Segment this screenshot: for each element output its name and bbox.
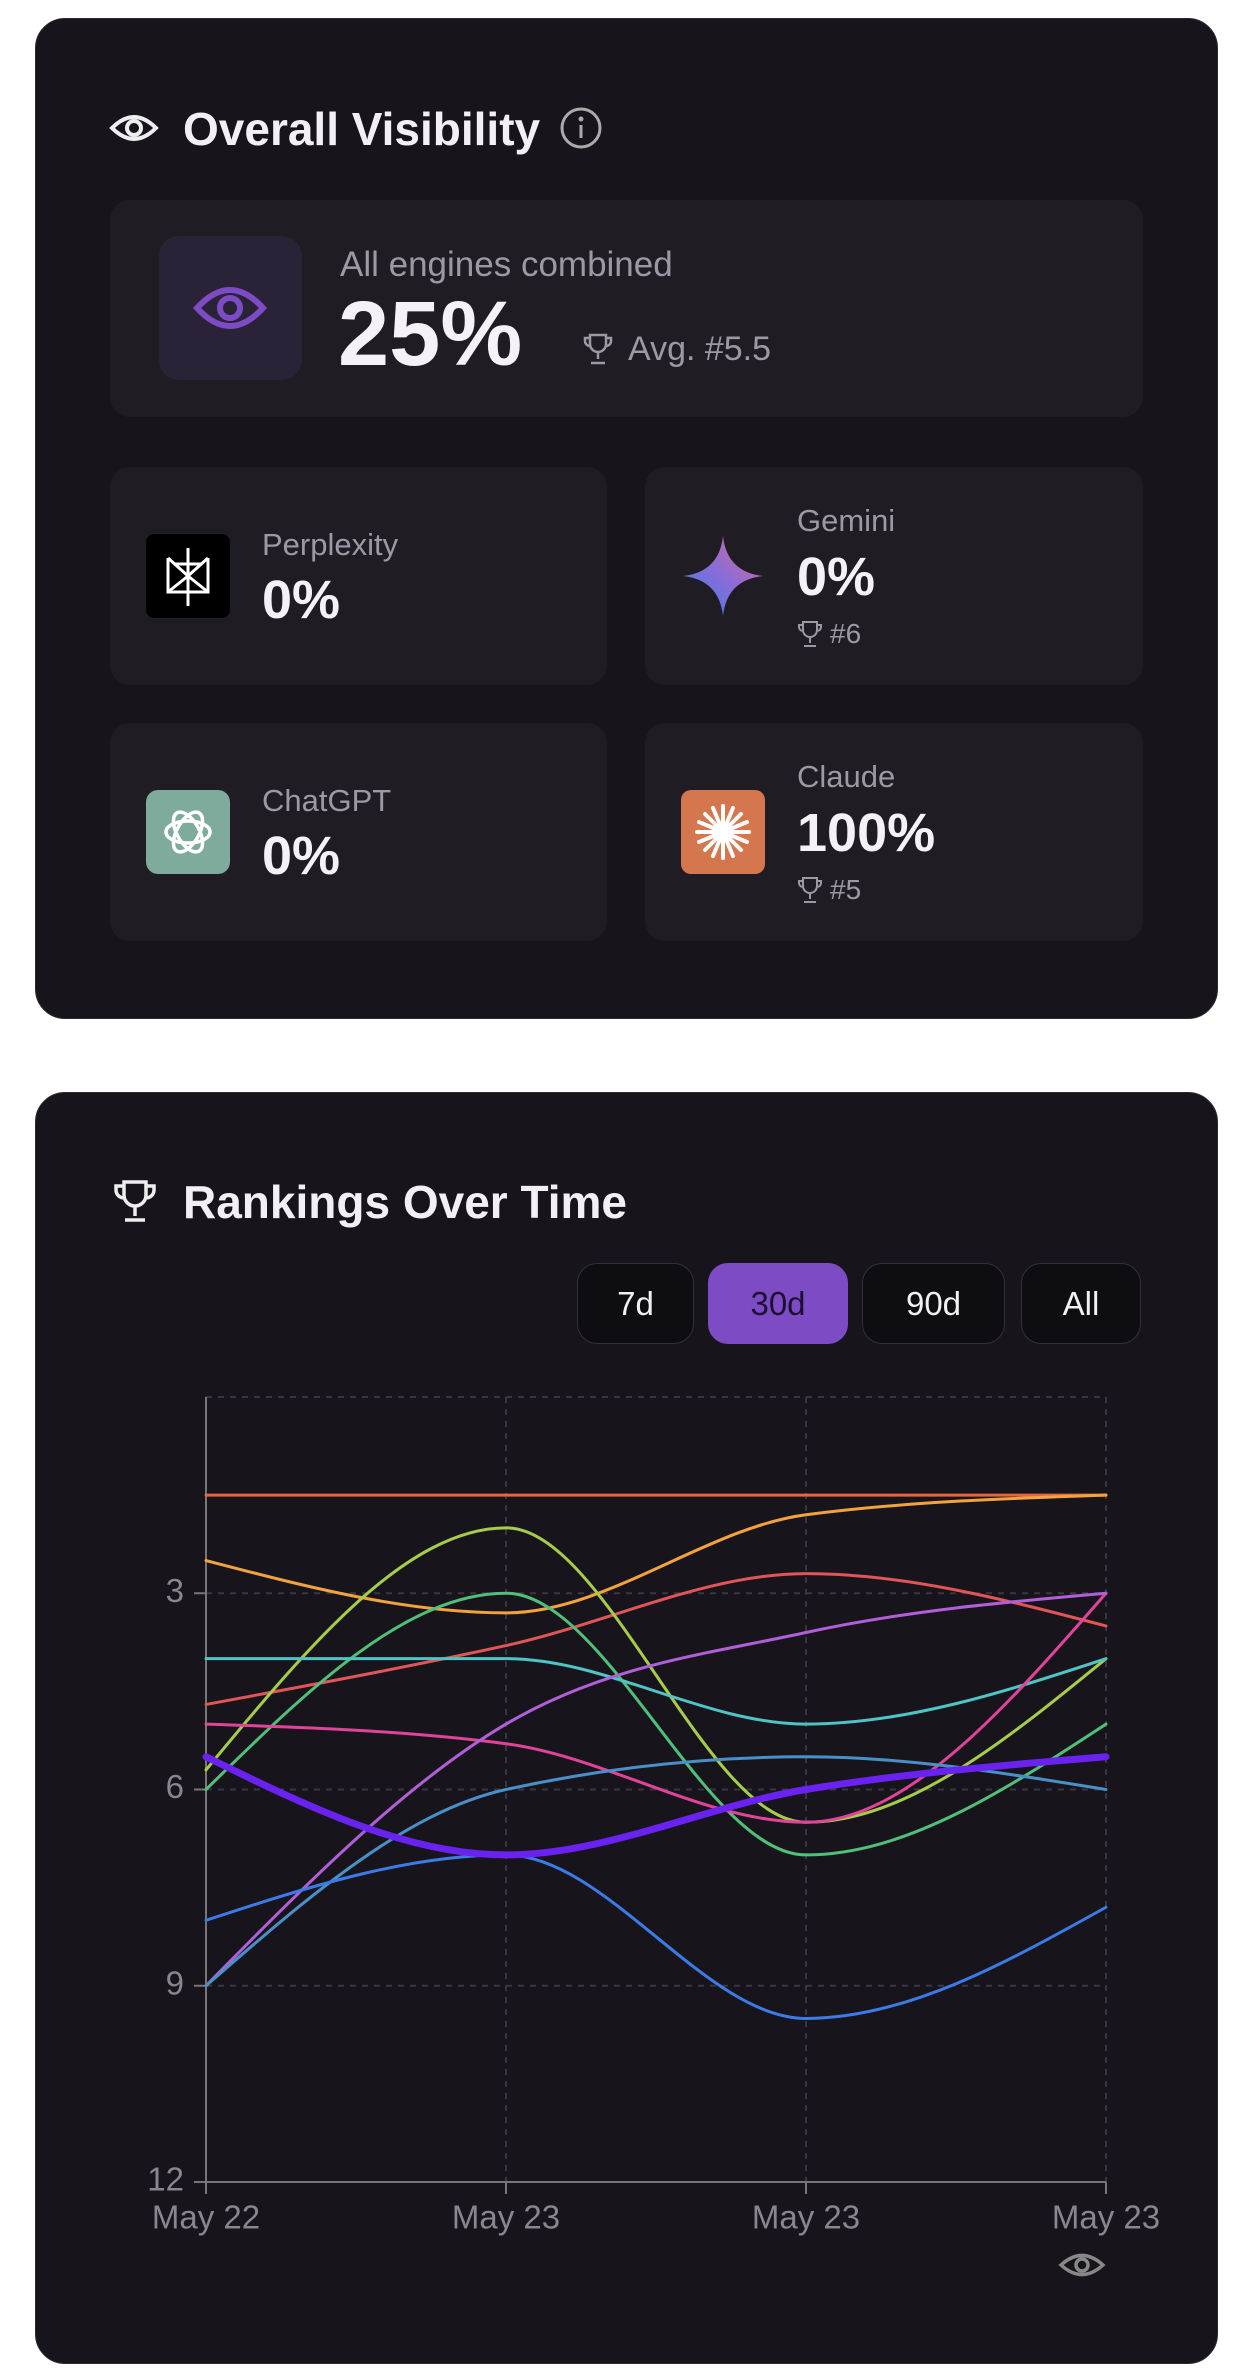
y-tick-label: 6 bbox=[166, 1768, 184, 1805]
y-tick-label: 12 bbox=[147, 2161, 184, 2198]
series-line bbox=[204, 1755, 1108, 1988]
info-icon[interactable] bbox=[559, 106, 603, 150]
x-tick-label: May 23 bbox=[452, 2199, 560, 2236]
y-tick-label: 3 bbox=[166, 1572, 184, 1609]
engine-value: 0% bbox=[262, 826, 341, 886]
engine-value: 100% bbox=[797, 803, 936, 863]
chart-title: Rankings Over Time bbox=[183, 1176, 627, 1228]
series-line bbox=[204, 1853, 1108, 2020]
y-tick-label: 9 bbox=[166, 1964, 184, 2001]
x-tick-label: May 23 bbox=[752, 2199, 860, 2236]
trophy-icon bbox=[583, 333, 613, 365]
series-line bbox=[204, 1572, 1108, 1706]
eye-icon[interactable] bbox=[1058, 2248, 1106, 2282]
engine-value: 0% bbox=[797, 547, 876, 607]
series-line bbox=[204, 1591, 1108, 1824]
engine-name: ChatGPT bbox=[262, 783, 392, 818]
perplexity-logo bbox=[146, 534, 230, 618]
range-button[interactable]: 30d bbox=[708, 1263, 848, 1344]
range-button[interactable]: 90d bbox=[862, 1263, 1005, 1344]
engine-rank: #5 bbox=[830, 874, 862, 905]
trophy-icon bbox=[114, 1180, 156, 1222]
x-tick-label: May 23 bbox=[1052, 2199, 1160, 2236]
card-title: Overall Visibility bbox=[183, 103, 541, 155]
trophy-icon bbox=[798, 877, 822, 903]
summary-value: 25% bbox=[338, 283, 523, 385]
series-line bbox=[204, 1591, 1108, 1857]
gemini-logo bbox=[683, 536, 763, 616]
range-button[interactable]: 7d bbox=[577, 1263, 694, 1344]
trophy-icon bbox=[798, 621, 822, 647]
summary-icon bbox=[159, 236, 302, 380]
series-line bbox=[204, 1493, 1108, 1615]
claude-logo bbox=[681, 790, 765, 874]
summary-label: All engines combined bbox=[340, 245, 673, 284]
engine-name: Gemini bbox=[797, 503, 896, 538]
series-line bbox=[204, 1591, 1108, 1988]
series-line bbox=[204, 1657, 1108, 1726]
engine-name: Perplexity bbox=[262, 527, 399, 562]
engine-rank: #6 bbox=[830, 618, 862, 649]
range-button[interactable]: All bbox=[1021, 1263, 1141, 1344]
series-line bbox=[202, 1753, 1110, 1859]
eye-icon bbox=[109, 115, 159, 141]
engine-name: Claude bbox=[797, 759, 896, 794]
engine-value: 0% bbox=[262, 570, 341, 630]
x-tick-label: May 22 bbox=[152, 2199, 260, 2236]
summary-rank: Avg. #5.5 bbox=[628, 330, 772, 368]
chatgpt-logo bbox=[146, 790, 230, 874]
series-line bbox=[204, 1526, 1108, 1824]
